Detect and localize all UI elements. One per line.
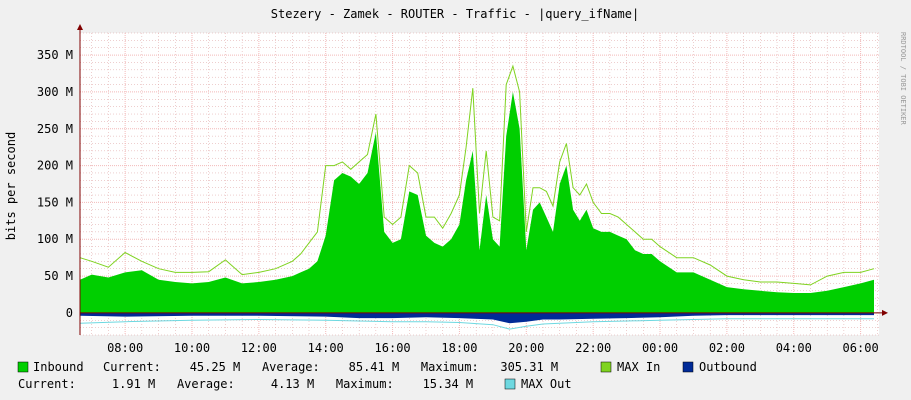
y-tick-label: 150 M	[37, 195, 73, 209]
legend-swatch-outbound	[682, 361, 694, 373]
x-tick-label: 14:00	[308, 341, 344, 355]
legend-label-inbound: Inbound	[33, 360, 84, 374]
x-tick-label: 18:00	[441, 341, 477, 355]
legend-swatch-inbound	[17, 361, 29, 373]
x-tick-label: 00:00	[642, 341, 678, 355]
x-axis-arrow	[882, 309, 888, 316]
legend-outbound-stats: Current: 1.91 M Average: 4.13 M Maximum:…	[18, 377, 473, 391]
y-axis-arrow	[77, 24, 83, 30]
y-tick-label: 200 M	[37, 159, 73, 173]
y-tick-labels: 350 M 300 M 250 M 200 M 150 M 100 M 50 M 0	[37, 48, 73, 320]
max-out-line	[79, 318, 874, 330]
y-tick-label: 0	[66, 306, 73, 320]
legend-label-outbound: Outbound	[699, 360, 757, 374]
x-tick-labels: 08:00 10:00 12:00 14:00 16:00 18:00 20:00 22:00…	[107, 341, 879, 355]
legend-label-max-out: MAX Out	[521, 377, 572, 391]
data-series	[79, 64, 875, 330]
y-tick-label: 250 M	[37, 122, 73, 136]
x-tick-label: 12:00	[241, 341, 277, 355]
legend-swatch-max-in	[600, 361, 612, 373]
rrdtool-watermark: RRDTOOL / TOBI OETIKER	[899, 32, 907, 126]
outbound-area	[80, 312, 874, 324]
legend-inbound-stats: Current: 45.25 M Average: 85.41 M Maximu…	[103, 360, 558, 374]
max-in-line	[79, 64, 875, 286]
x-tick-label: 22:00	[575, 341, 611, 355]
y-tick-label: 350 M	[37, 48, 73, 62]
x-tick-label: 10:00	[174, 341, 210, 355]
y-tick-label: 100 M	[37, 232, 73, 246]
legend-swatch-max-out	[504, 378, 516, 390]
x-tick-label: 06:00	[843, 341, 879, 355]
legend: Inbound Current: 45.25 M Average: 85.41 …	[17, 360, 757, 391]
axes	[77, 24, 888, 335]
y-tick-label: 300 M	[37, 85, 73, 99]
chart-title: Stezery - Zamek - ROUTER - Traffic - |qu…	[271, 7, 639, 21]
inbound-area	[80, 91, 874, 313]
x-tick-label: 16:00	[375, 341, 411, 355]
x-tick-label: 04:00	[776, 341, 812, 355]
y-axis-label: bits per second	[4, 132, 18, 240]
y-tick-label: 50 M	[44, 269, 73, 283]
legend-label-max-in: MAX In	[617, 360, 660, 374]
x-tick-label: 20:00	[508, 341, 544, 355]
x-tick-label: 02:00	[709, 341, 745, 355]
x-tick-label: 08:00	[107, 341, 143, 355]
